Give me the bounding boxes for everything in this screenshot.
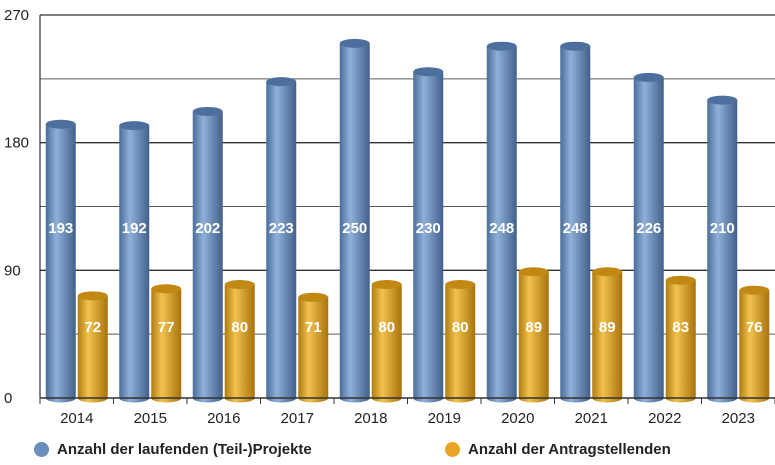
bar-top xyxy=(445,280,476,290)
legend: Anzahl der laufenden (Teil-)Projekte Anz… xyxy=(0,436,775,465)
bar-top xyxy=(707,95,738,105)
bar-value-label: 223 xyxy=(269,220,294,237)
bar-body xyxy=(224,284,255,398)
bar-body xyxy=(413,71,444,399)
bar-chart: 0 90 180 270 193 192 202 223 250 230 248 248 226 210… xyxy=(4,7,775,427)
bar-top xyxy=(224,280,255,290)
bar-top xyxy=(739,285,770,295)
bar-body xyxy=(486,46,517,399)
bar-body xyxy=(119,125,150,399)
bar-body xyxy=(592,271,623,398)
bar-body xyxy=(371,284,402,398)
bar-value-label: 202 xyxy=(195,220,220,237)
bar-value-label: 250 xyxy=(342,220,367,237)
bar-top xyxy=(486,41,517,51)
x-tick-label: 2016 xyxy=(207,410,240,427)
bar-body xyxy=(339,43,370,399)
x-tick-label: 2023 xyxy=(722,410,755,427)
bar-value-label: 230 xyxy=(416,220,441,237)
bar-body xyxy=(151,288,182,398)
bar-body xyxy=(665,280,696,398)
x-tick-label: 2021 xyxy=(575,410,608,427)
bar-value-label: 77 xyxy=(158,319,175,336)
bar-body xyxy=(633,77,664,398)
bar-top xyxy=(560,41,591,51)
bar-value-label: 72 xyxy=(84,319,101,336)
bar-top xyxy=(413,67,444,77)
bar-body xyxy=(707,100,738,398)
bar-value-label: 248 xyxy=(563,220,588,237)
y-tick-label: 270 xyxy=(4,7,29,24)
bar-body xyxy=(77,295,108,398)
legend-marker-applicants xyxy=(445,442,460,457)
bar-value-label: 192 xyxy=(122,220,147,237)
legend-label-applicants: Anzahl der Antragstellenden xyxy=(468,441,671,458)
y-axis: 0 90 180 270 xyxy=(4,7,41,407)
bar-body xyxy=(445,284,476,398)
bars: 193 192 202 223 250 230 248 248 226 210 72 77 80 71 80… xyxy=(45,38,770,403)
y-tick-label: 90 xyxy=(4,262,21,279)
legend-label-projects: Anzahl der laufenden (Teil-)Projekte xyxy=(57,441,312,458)
bar-top xyxy=(192,106,223,116)
bar-body xyxy=(560,46,591,399)
bar-value-label: 80 xyxy=(378,319,395,336)
bar-top xyxy=(119,121,150,131)
bar-value-label: 226 xyxy=(636,220,661,237)
bar-top xyxy=(151,284,182,294)
bar-value-label: 89 xyxy=(525,319,542,336)
legend-item-projects: Anzahl der laufenden (Teil-)Projekte xyxy=(34,441,312,458)
bar-body xyxy=(266,81,297,398)
bar-top xyxy=(266,77,297,87)
bar-body xyxy=(739,290,770,398)
bar-value-label: 193 xyxy=(48,220,73,237)
bar-top xyxy=(45,119,76,129)
bar-value-label: 71 xyxy=(305,319,322,336)
x-tick-label: 2022 xyxy=(648,410,681,427)
bar-body xyxy=(192,111,223,398)
gridlines xyxy=(40,14,775,335)
bar-value-label: 80 xyxy=(452,319,469,336)
y-tick-label: 0 xyxy=(4,390,12,407)
bar-top xyxy=(339,38,370,48)
x-tick-label: 2014 xyxy=(60,410,93,427)
bar-top xyxy=(665,275,696,285)
bar-value-label: 210 xyxy=(710,220,735,237)
bar-body xyxy=(45,124,76,399)
x-axis: 2014 2015 2016 2017 2018 2019 2020 2021 2022 2023 xyxy=(39,397,775,427)
bar-value-label: 80 xyxy=(231,319,248,336)
bar-top xyxy=(298,292,329,302)
legend-item-applicants: Anzahl der Antragstellenden xyxy=(445,441,671,458)
bar-value-label: 83 xyxy=(672,319,689,336)
bar-top xyxy=(371,280,402,290)
legend-marker-projects xyxy=(34,442,49,457)
bar-top xyxy=(592,267,623,277)
bar-body xyxy=(518,271,549,398)
bar-value-label: 76 xyxy=(746,319,763,336)
bar-body xyxy=(298,297,329,398)
x-tick-label: 2017 xyxy=(281,410,314,427)
x-tick-label: 2018 xyxy=(354,410,387,427)
x-tick-label: 2019 xyxy=(428,410,461,427)
x-tick-label: 2020 xyxy=(501,410,534,427)
x-tick-label: 2015 xyxy=(134,410,167,427)
bar-value-label: 248 xyxy=(489,220,514,237)
bar-value-label: 89 xyxy=(599,319,616,336)
y-tick-label: 180 xyxy=(4,135,29,152)
bar-top xyxy=(633,72,664,82)
bar-top xyxy=(518,267,549,277)
bar-top xyxy=(77,291,108,301)
